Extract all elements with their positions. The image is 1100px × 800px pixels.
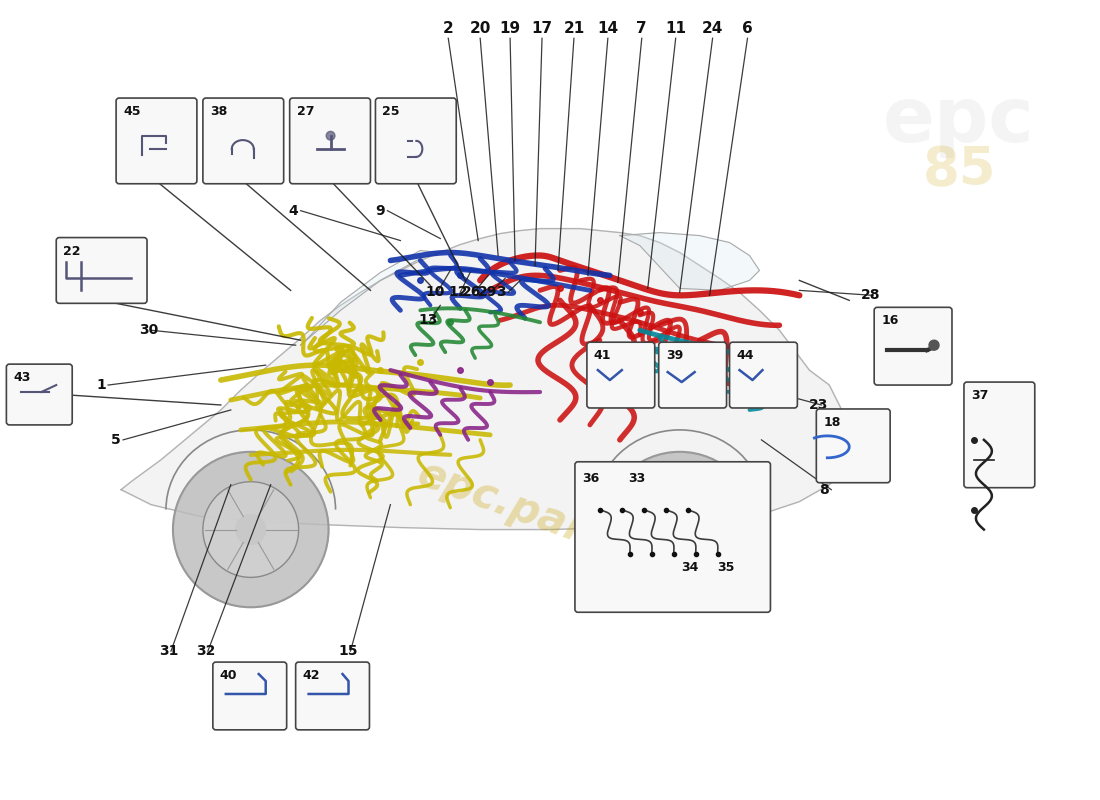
Text: epc.parts85: epc.parts85 (411, 452, 689, 587)
Text: 43: 43 (13, 371, 31, 384)
Text: 40: 40 (220, 669, 238, 682)
Text: 21: 21 (563, 22, 584, 36)
FancyBboxPatch shape (56, 238, 147, 303)
Text: 1: 1 (96, 378, 106, 392)
Polygon shape (121, 229, 855, 530)
FancyBboxPatch shape (213, 662, 287, 730)
Text: 35: 35 (717, 562, 735, 574)
FancyBboxPatch shape (289, 98, 371, 184)
Text: 7: 7 (637, 22, 647, 36)
Circle shape (664, 514, 694, 545)
Text: 25: 25 (383, 105, 400, 118)
Circle shape (173, 452, 329, 607)
FancyBboxPatch shape (816, 409, 890, 482)
Text: 3: 3 (496, 286, 506, 299)
FancyBboxPatch shape (375, 98, 456, 184)
Text: 32: 32 (196, 644, 216, 658)
Text: 20: 20 (470, 22, 491, 36)
Circle shape (631, 482, 727, 578)
FancyBboxPatch shape (587, 342, 654, 408)
Polygon shape (619, 233, 759, 290)
Text: 14: 14 (597, 22, 618, 36)
Circle shape (327, 131, 334, 140)
Text: 26: 26 (462, 286, 482, 299)
Text: 9: 9 (375, 204, 385, 218)
FancyBboxPatch shape (575, 462, 770, 612)
Text: 36: 36 (582, 472, 600, 485)
Text: 11: 11 (666, 22, 686, 36)
Text: 42: 42 (302, 669, 320, 682)
Text: 44: 44 (737, 349, 754, 362)
Text: 22: 22 (63, 245, 80, 258)
Circle shape (202, 482, 298, 578)
Text: 23: 23 (810, 398, 828, 412)
Text: 18: 18 (823, 416, 840, 429)
Text: 85: 85 (922, 145, 996, 197)
Text: 5: 5 (111, 433, 121, 447)
Circle shape (235, 514, 266, 545)
Text: epc: epc (883, 84, 1035, 158)
FancyBboxPatch shape (117, 98, 197, 184)
FancyBboxPatch shape (659, 342, 727, 408)
Text: 15: 15 (339, 644, 358, 658)
Text: 45: 45 (123, 105, 141, 118)
Circle shape (930, 340, 939, 350)
FancyBboxPatch shape (874, 307, 952, 385)
Text: 37: 37 (971, 389, 988, 402)
Text: 24: 24 (702, 22, 724, 36)
Text: 12: 12 (449, 286, 468, 299)
Text: 30: 30 (139, 323, 158, 338)
Text: 8: 8 (820, 482, 829, 497)
FancyBboxPatch shape (202, 98, 284, 184)
Text: 38: 38 (210, 105, 227, 118)
FancyBboxPatch shape (964, 382, 1035, 488)
Text: 27: 27 (297, 105, 315, 118)
Text: 28: 28 (861, 288, 881, 302)
FancyBboxPatch shape (296, 662, 370, 730)
Circle shape (602, 452, 758, 607)
Text: 33: 33 (628, 472, 645, 485)
Polygon shape (300, 250, 440, 345)
Text: 41: 41 (594, 349, 612, 362)
FancyBboxPatch shape (7, 364, 73, 425)
Text: 39: 39 (666, 349, 683, 362)
FancyBboxPatch shape (729, 342, 798, 408)
Text: 31: 31 (160, 644, 178, 658)
Text: 16: 16 (881, 314, 899, 327)
Text: 6: 6 (742, 22, 752, 36)
Text: 2: 2 (443, 22, 453, 36)
Text: 13: 13 (418, 314, 438, 327)
Text: 19: 19 (499, 22, 520, 36)
Text: 4: 4 (288, 204, 298, 218)
Text: 10: 10 (426, 286, 444, 299)
Text: 34: 34 (682, 562, 698, 574)
Text: 29: 29 (478, 286, 497, 299)
Text: 17: 17 (531, 22, 552, 36)
